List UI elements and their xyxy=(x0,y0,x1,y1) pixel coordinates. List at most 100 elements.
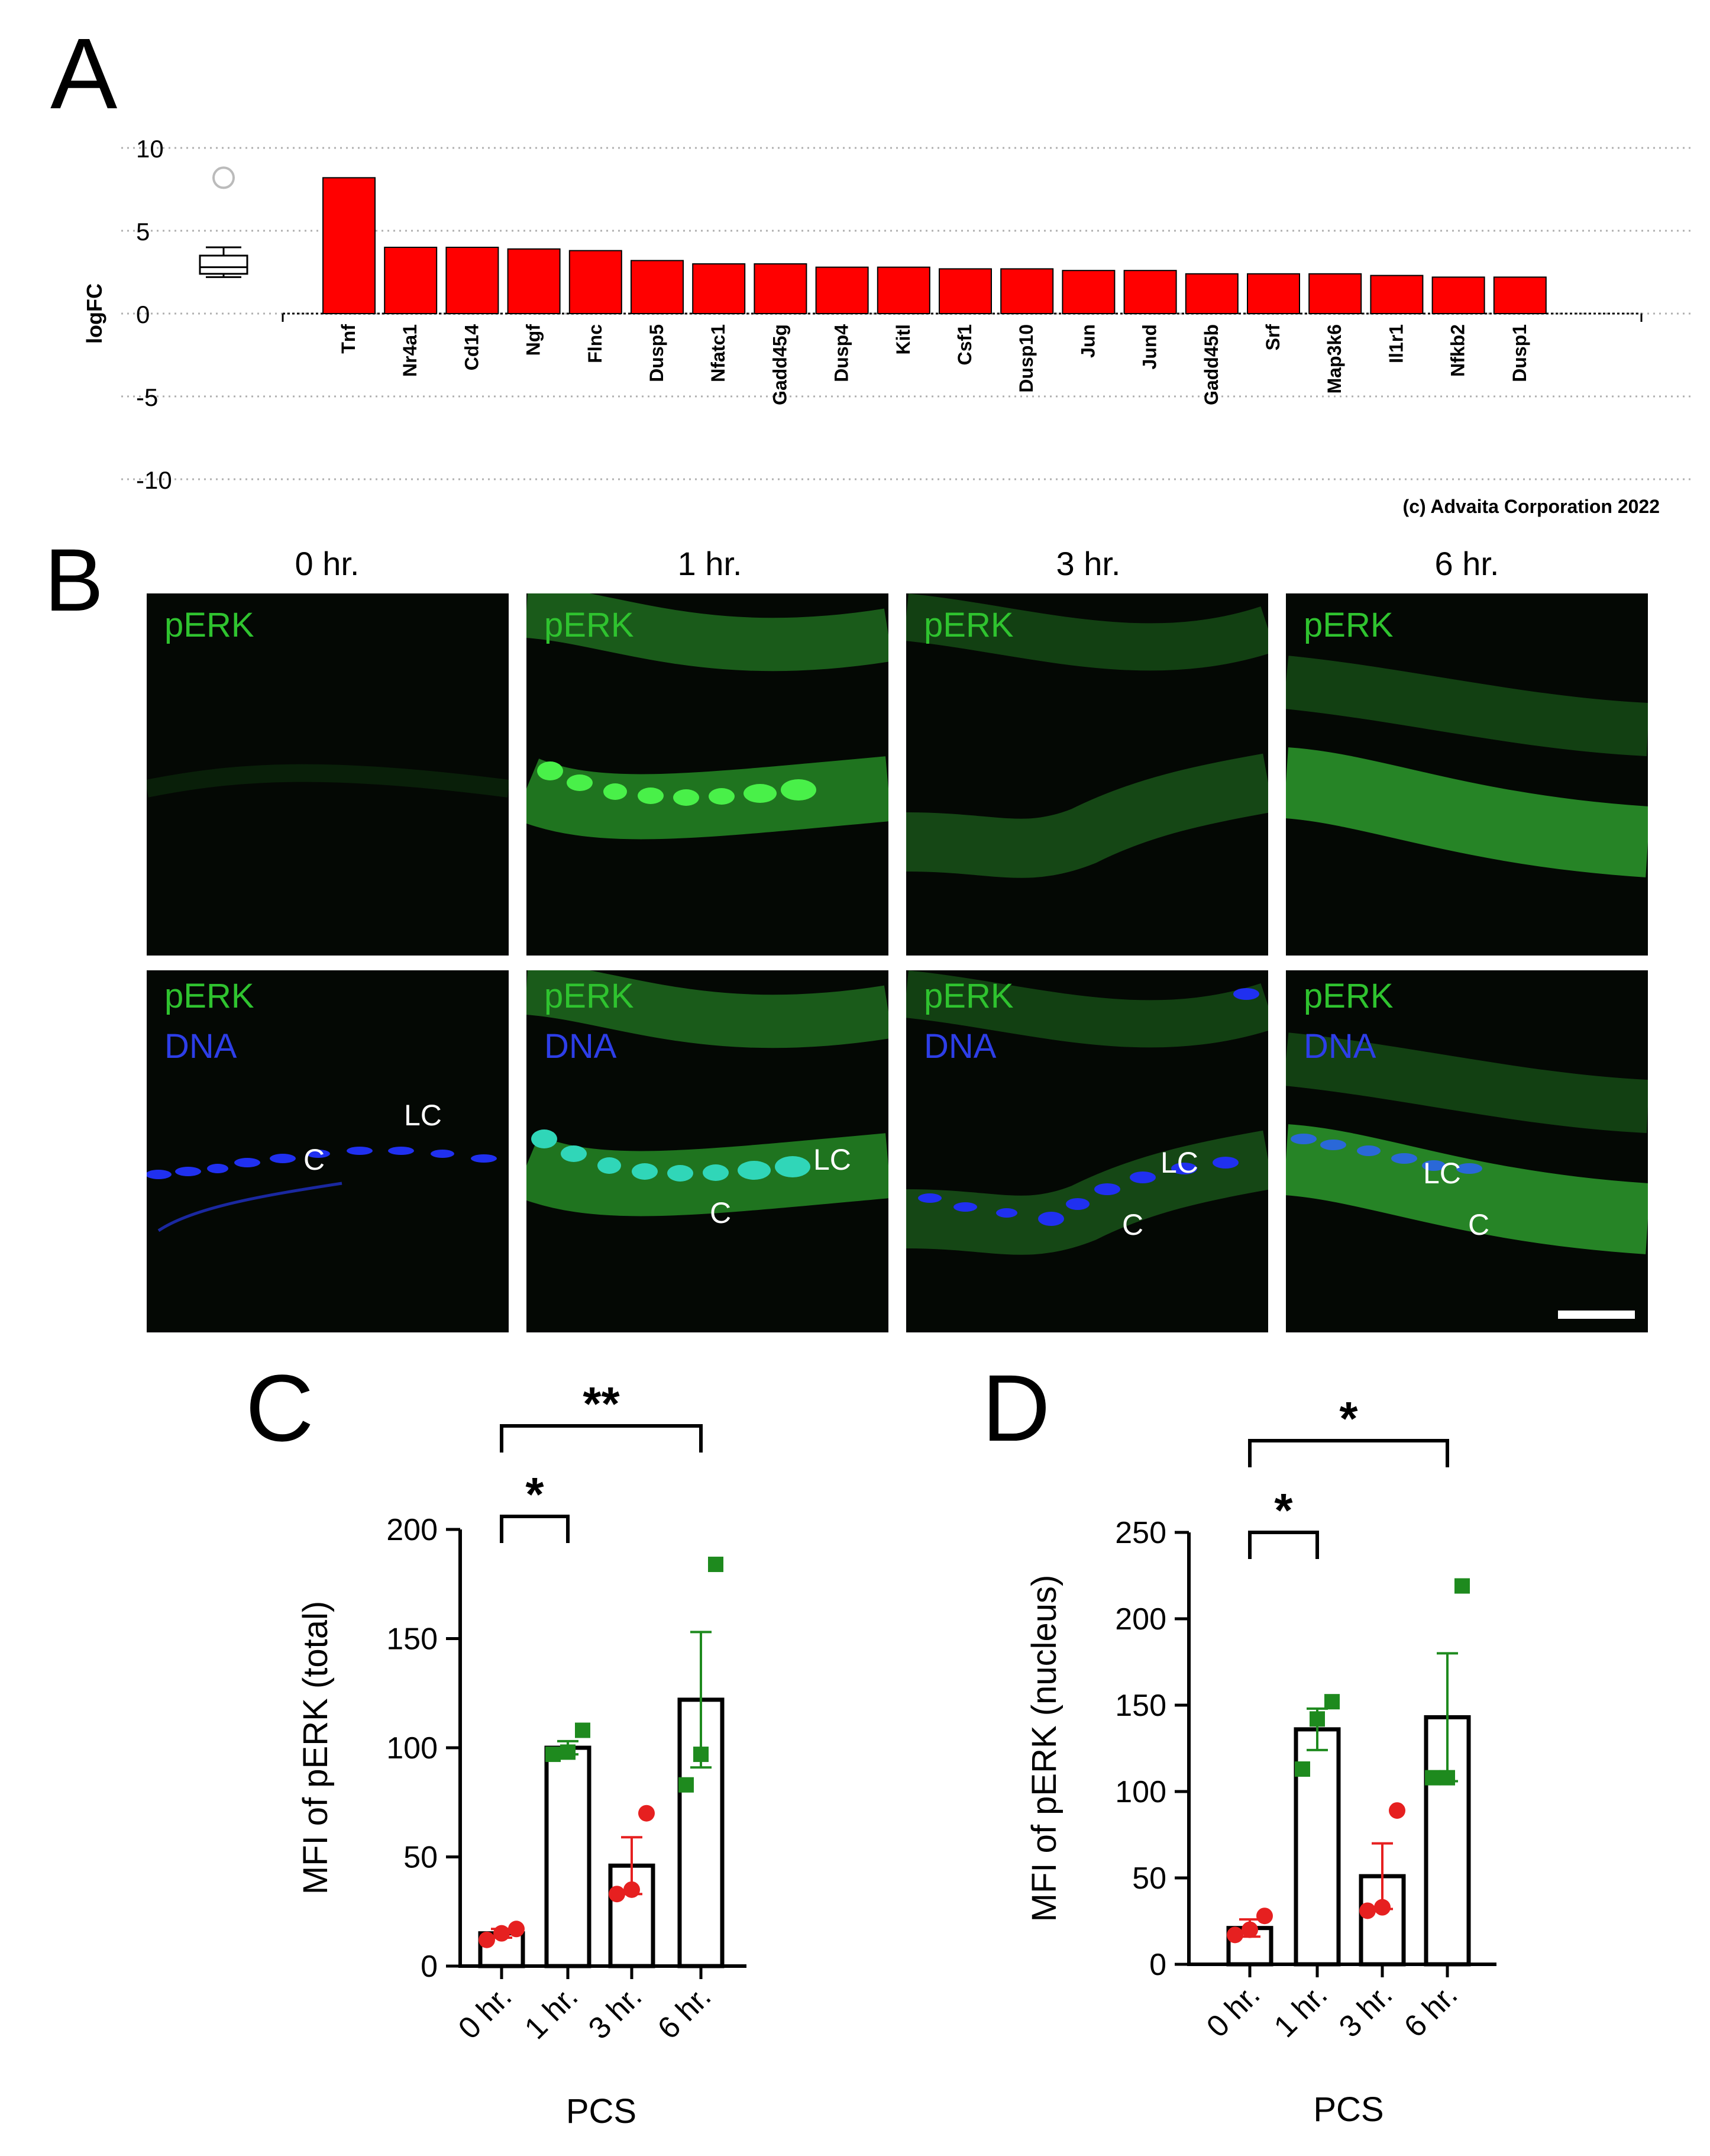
label-dna: DNA xyxy=(1304,1027,1376,1066)
bar-dusp1 xyxy=(1493,276,1547,314)
label-perk: pERK xyxy=(164,606,254,644)
label-dna: DNA xyxy=(164,1027,237,1066)
x-tick-label-a: Il1r1 xyxy=(1385,324,1407,363)
y-tick-label-a: -5 xyxy=(136,383,158,411)
data-point xyxy=(545,1747,561,1763)
y-axis-label: MFI of pERK (nucleus) xyxy=(1025,1575,1064,1922)
label-perk: pERK xyxy=(164,977,254,1015)
y-tick-label-a: 5 xyxy=(136,218,150,246)
x-tick-label: 3 hr. xyxy=(582,1979,649,2046)
data-point xyxy=(1359,1902,1376,1919)
x-tick-label: 1 hr. xyxy=(1268,1977,1334,2044)
bar-il1r1 xyxy=(1370,275,1424,315)
micrograph-merge-3hr: pERK DNA LC C xyxy=(906,970,1268,1332)
data-point xyxy=(1256,1908,1273,1925)
label-perk: pERK xyxy=(1304,977,1394,1015)
x-tick-label-a: Dusp10 xyxy=(1016,324,1037,393)
micrograph-perk-0hr: pERK xyxy=(147,593,509,956)
data-point xyxy=(1454,1578,1470,1594)
bar-map3k6 xyxy=(1308,273,1362,314)
scale-bar xyxy=(1558,1311,1635,1319)
x-tick-label: 6 hr. xyxy=(651,1979,718,2046)
bar-1 xyxy=(1294,1727,1341,1967)
x-tick-label: 0 hr. xyxy=(452,1979,519,2046)
label-c: C xyxy=(303,1143,325,1176)
box-outlier xyxy=(212,166,235,189)
data-point xyxy=(1295,1761,1310,1777)
data-point xyxy=(1242,1921,1258,1938)
x-tick-label-a: Jun xyxy=(1077,324,1098,358)
x-tick-label-a: Dusp5 xyxy=(646,324,667,382)
box-iqr xyxy=(199,254,248,275)
bar-jun xyxy=(1062,270,1116,315)
data-point xyxy=(1310,1711,1325,1727)
data-point xyxy=(479,1931,495,1948)
y-tick-label: 100 xyxy=(386,1731,438,1766)
data-point xyxy=(708,1557,723,1573)
y-axis-label-a: logFC xyxy=(82,283,106,344)
significance-bracket xyxy=(500,1424,703,1453)
x-tick-label-a: Nfatc1 xyxy=(707,324,729,382)
y-tick-label: 150 xyxy=(386,1622,438,1657)
data-point xyxy=(575,1722,590,1738)
bar-ngf xyxy=(507,248,561,314)
data-point xyxy=(609,1886,625,1903)
label-perk: pERK xyxy=(544,977,634,1015)
data-point xyxy=(1440,1770,1455,1786)
x-tick-label-a: Cd14 xyxy=(461,324,482,370)
significance-bracket xyxy=(1248,1531,1319,1559)
significance-label: * xyxy=(525,1468,544,1521)
panel-b-letter: B xyxy=(44,530,104,630)
panel-d-letter: D xyxy=(982,1355,1050,1461)
label-lc: LC xyxy=(1423,1157,1461,1190)
y-tick-label: 0 xyxy=(421,1950,438,1984)
x-tick-label-a: Ngf xyxy=(523,324,544,356)
significance-bracket xyxy=(500,1515,570,1543)
x-tick-label-a: Jund xyxy=(1139,324,1161,369)
timepoint-label: 3 hr. xyxy=(1056,545,1121,582)
data-point xyxy=(693,1747,709,1763)
data-point xyxy=(678,1777,694,1793)
timepoint-label: 1 hr. xyxy=(677,545,742,582)
y-tick-label-a: 10 xyxy=(136,135,164,163)
label-perk: pERK xyxy=(544,606,634,644)
x-tick-label-a: Gadd45g xyxy=(769,324,790,405)
data-point xyxy=(638,1805,655,1822)
micrograph-perk-6hr: pERK xyxy=(1286,593,1648,956)
x-tick-label: 1 hr. xyxy=(518,1979,585,2046)
x-axis-label: PCS xyxy=(566,2092,636,2131)
bar-srf xyxy=(1247,273,1300,314)
significance-label: * xyxy=(1274,1484,1293,1537)
x-tick-label-a: Nfkb2 xyxy=(1447,324,1469,377)
x-tick-label: 0 hr. xyxy=(1200,1977,1267,2044)
x-tick-label-a: Srf xyxy=(1262,324,1284,351)
label-dna: DNA xyxy=(544,1027,617,1066)
bar-jund xyxy=(1123,270,1177,315)
data-point xyxy=(623,1881,640,1898)
data-point xyxy=(560,1744,576,1760)
label-c: C xyxy=(1468,1208,1490,1241)
y-tick-label: 50 xyxy=(1132,1861,1166,1896)
x-tick-label-a: Map3k6 xyxy=(1324,324,1345,393)
micrograph-merge-0hr: pERK DNA LC C xyxy=(147,970,509,1332)
significance-bracket xyxy=(1248,1439,1449,1467)
x-tick-label-a: Gadd45b xyxy=(1201,324,1222,405)
label-perk: pERK xyxy=(1304,606,1394,644)
data-point xyxy=(1374,1899,1391,1916)
x-tick-label-a: Csf1 xyxy=(954,324,975,365)
label-c: C xyxy=(1122,1208,1144,1241)
x-tick-label-a: Dusp4 xyxy=(831,324,852,382)
bar-csf1 xyxy=(939,268,992,314)
x-axis-label: PCS xyxy=(1313,2090,1383,2129)
bar-1 xyxy=(544,1745,591,1968)
y-axis-label: MFI of pERK (total) xyxy=(296,1601,335,1894)
timepoint-label: 6 hr. xyxy=(1434,545,1499,582)
x-tick-label-a: Tnf xyxy=(338,324,359,354)
label-perk: pERK xyxy=(924,606,1014,644)
x-tick-label-a: Dusp1 xyxy=(1509,324,1530,382)
y-tick-label: 200 xyxy=(386,1513,438,1547)
label-lc: LC xyxy=(1161,1146,1198,1179)
significance-label: ** xyxy=(583,1377,620,1430)
micrograph-perk-1hr: pERK xyxy=(526,593,888,956)
y-tick-label-a: -10 xyxy=(136,466,172,494)
